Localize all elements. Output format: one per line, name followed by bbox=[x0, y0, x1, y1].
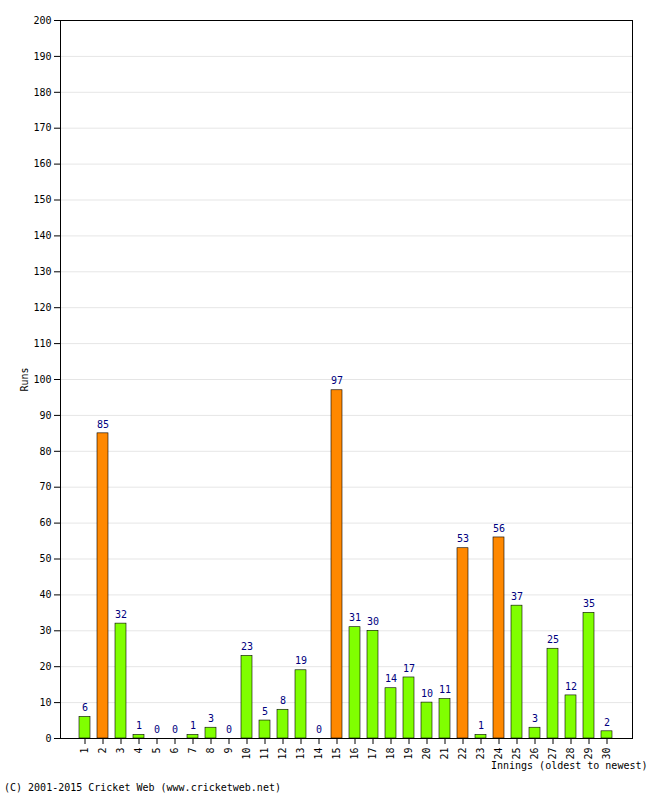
svg-text:40: 40 bbox=[39, 589, 51, 600]
svg-text:30: 30 bbox=[367, 616, 379, 627]
svg-text:25: 25 bbox=[511, 748, 522, 760]
svg-text:9: 9 bbox=[223, 748, 234, 754]
svg-text:13: 13 bbox=[295, 748, 306, 760]
svg-text:15: 15 bbox=[331, 748, 342, 760]
svg-text:8: 8 bbox=[205, 748, 216, 754]
svg-text:50: 50 bbox=[39, 553, 51, 564]
svg-text:60: 60 bbox=[39, 517, 51, 528]
svg-text:85: 85 bbox=[97, 419, 109, 430]
svg-text:14: 14 bbox=[313, 748, 324, 760]
svg-text:18: 18 bbox=[385, 748, 396, 760]
svg-text:37: 37 bbox=[511, 591, 523, 602]
svg-text:11: 11 bbox=[439, 684, 451, 695]
svg-text:90: 90 bbox=[39, 410, 51, 421]
svg-text:100: 100 bbox=[33, 374, 51, 385]
svg-text:1: 1 bbox=[79, 748, 90, 754]
svg-text:25: 25 bbox=[547, 634, 559, 645]
svg-text:180: 180 bbox=[33, 87, 51, 98]
svg-text:10: 10 bbox=[241, 748, 252, 760]
svg-text:56: 56 bbox=[493, 523, 505, 534]
svg-text:3: 3 bbox=[208, 713, 214, 724]
svg-text:0: 0 bbox=[154, 724, 160, 735]
svg-text:12: 12 bbox=[277, 748, 288, 760]
svg-text:19: 19 bbox=[295, 655, 307, 666]
svg-text:4: 4 bbox=[133, 748, 144, 754]
svg-text:Innings (oldest to newest): Innings (oldest to newest) bbox=[491, 760, 648, 771]
svg-text:190: 190 bbox=[33, 51, 51, 62]
svg-text:170: 170 bbox=[33, 122, 51, 133]
svg-text:17: 17 bbox=[367, 748, 378, 760]
svg-text:200: 200 bbox=[33, 15, 51, 26]
svg-text:14: 14 bbox=[385, 673, 397, 684]
svg-text:160: 160 bbox=[33, 158, 51, 169]
svg-text:110: 110 bbox=[33, 338, 51, 349]
svg-text:0: 0 bbox=[316, 724, 322, 735]
svg-text:7: 7 bbox=[187, 748, 198, 754]
svg-text:20: 20 bbox=[421, 748, 432, 760]
svg-text:1: 1 bbox=[478, 720, 484, 731]
svg-text:12: 12 bbox=[565, 681, 577, 692]
svg-text:31: 31 bbox=[349, 612, 361, 623]
svg-text:3: 3 bbox=[532, 713, 538, 724]
svg-text:26: 26 bbox=[529, 748, 540, 760]
svg-text:0: 0 bbox=[45, 733, 51, 744]
svg-text:29: 29 bbox=[583, 748, 594, 760]
svg-text:0: 0 bbox=[226, 724, 232, 735]
svg-text:21: 21 bbox=[439, 748, 450, 760]
svg-text:30: 30 bbox=[601, 748, 612, 760]
svg-text:27: 27 bbox=[547, 748, 558, 760]
svg-text:0: 0 bbox=[172, 724, 178, 735]
svg-text:2: 2 bbox=[604, 717, 610, 728]
svg-text:35: 35 bbox=[583, 598, 595, 609]
svg-text:1: 1 bbox=[136, 720, 142, 731]
svg-text:22: 22 bbox=[457, 748, 468, 760]
svg-text:130: 130 bbox=[33, 266, 51, 277]
svg-text:23: 23 bbox=[475, 748, 486, 760]
svg-text:10: 10 bbox=[421, 688, 433, 699]
svg-text:16: 16 bbox=[349, 748, 360, 760]
svg-text:53: 53 bbox=[457, 533, 469, 544]
svg-text:23: 23 bbox=[241, 641, 253, 652]
svg-text:1: 1 bbox=[190, 720, 196, 731]
html-text:(C) 2001-2015 Cricket Web (www: (C) 2001-2015 Cricket Web (www.cricketwe… bbox=[4, 782, 281, 793]
svg-text:17: 17 bbox=[403, 663, 415, 674]
svg-text:5: 5 bbox=[151, 748, 162, 754]
svg-text:140: 140 bbox=[33, 230, 51, 241]
svg-text:19: 19 bbox=[403, 748, 414, 760]
svg-text:32: 32 bbox=[115, 609, 127, 620]
svg-text:2: 2 bbox=[97, 748, 108, 754]
svg-text:11: 11 bbox=[259, 748, 270, 760]
svg-text:20: 20 bbox=[39, 661, 51, 672]
svg-text:10: 10 bbox=[39, 697, 51, 708]
svg-text:97: 97 bbox=[331, 375, 343, 386]
svg-text:120: 120 bbox=[33, 302, 51, 313]
svg-text:70: 70 bbox=[39, 481, 51, 492]
svg-text:6: 6 bbox=[82, 702, 88, 713]
svg-text:5: 5 bbox=[262, 706, 268, 717]
svg-text:6: 6 bbox=[169, 748, 180, 754]
svg-text:150: 150 bbox=[33, 194, 51, 205]
svg-text:Runs: Runs bbox=[19, 367, 30, 391]
svg-text:30: 30 bbox=[39, 625, 51, 636]
svg-text:80: 80 bbox=[39, 446, 51, 457]
svg-text:3: 3 bbox=[115, 748, 126, 754]
svg-text:8: 8 bbox=[280, 695, 286, 706]
svg-text:24: 24 bbox=[493, 748, 504, 760]
svg-text:28: 28 bbox=[565, 748, 576, 760]
